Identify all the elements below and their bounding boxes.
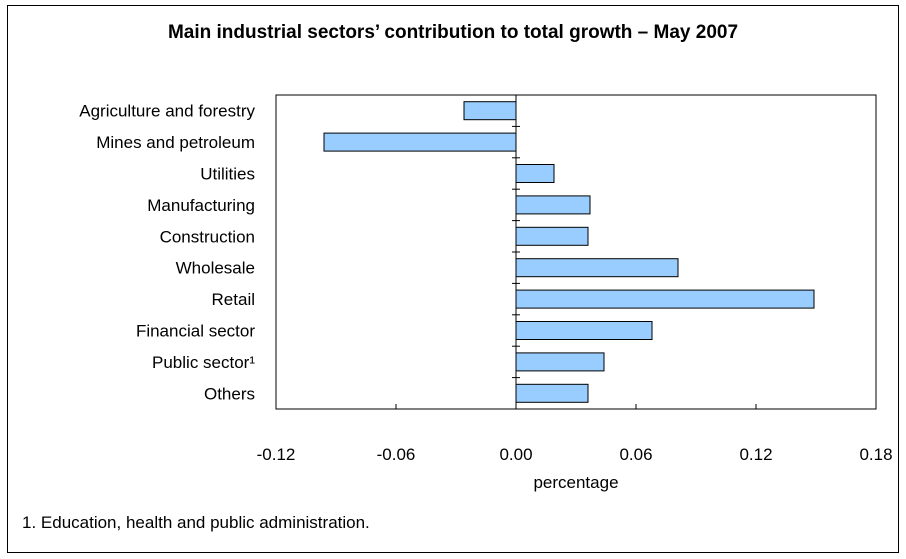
- x-tick-label-5: 0.18: [859, 445, 892, 464]
- category-labels-group: Agriculture and forestry Mines and petrol…: [79, 102, 255, 404]
- x-tick-label-2: 0.00: [499, 445, 532, 464]
- category-label-3: Manufacturing: [147, 196, 255, 215]
- bar-2: [515, 164, 555, 183]
- bar-9: [515, 383, 589, 403]
- category-label-5: Wholesale: [176, 259, 255, 278]
- category-label-8: Public sector¹: [152, 353, 255, 372]
- x-tick-label-1: -0.06: [377, 445, 416, 464]
- bar-4: [515, 226, 589, 246]
- x-tick-label-0: -0.12: [257, 445, 296, 464]
- chart-frame: [7, 5, 899, 553]
- bar-0: [463, 101, 517, 121]
- bar-3: [515, 195, 591, 215]
- bar-7: [515, 321, 653, 340]
- category-label-7: Financial sector: [136, 322, 255, 341]
- plot-area: [275, 94, 877, 410]
- category-label-2: Utilities: [200, 165, 255, 184]
- x-ticks-group: -0.12 -0.06 0.00 0.06 0.12 0.18: [257, 404, 893, 464]
- bar-5: [515, 258, 679, 278]
- category-label-4: Construction: [160, 227, 255, 246]
- bar-6: [515, 289, 815, 309]
- category-label-1: Mines and petroleum: [96, 133, 255, 152]
- x-tick-label-4: 0.12: [739, 445, 772, 464]
- footnote: 1. Education, health and public administ…: [22, 513, 370, 532]
- bar-1: [323, 132, 517, 152]
- bars-group: [323, 101, 815, 403]
- category-label-6: Retail: [212, 290, 255, 309]
- category-label-0: Agriculture and forestry: [79, 102, 255, 121]
- x-axis-label: percentage: [533, 473, 618, 492]
- bar-8: [515, 352, 605, 372]
- category-label-9: Others: [204, 384, 255, 403]
- x-tick-label-3: 0.06: [619, 445, 652, 464]
- zero-axis-group: [512, 95, 520, 409]
- chart-title: Main industrial sectors’ contribution to…: [167, 22, 739, 43]
